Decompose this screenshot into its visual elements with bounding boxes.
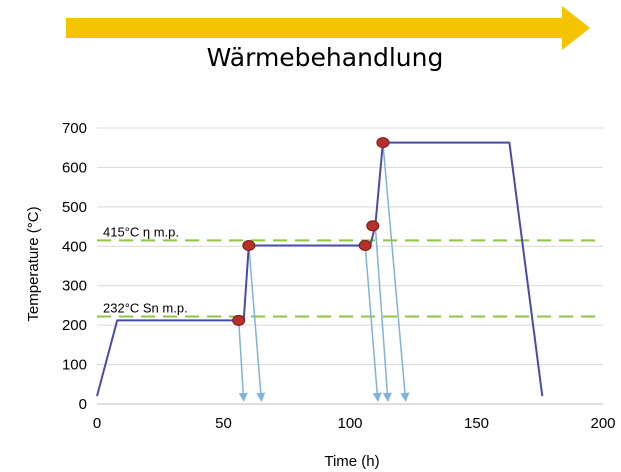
- reference-line-label: 415°C η m.p.: [103, 224, 179, 239]
- quench-arrows: [237, 142, 410, 402]
- x-tick-label: 200: [590, 415, 615, 432]
- data-markers: [232, 137, 390, 326]
- quench-arrow: [364, 245, 382, 402]
- y-tick-label: 200: [62, 317, 87, 334]
- sample-marker: [242, 239, 256, 251]
- y-tick-label: 0: [79, 396, 87, 413]
- banner-label: Wärmebehandlung: [207, 43, 444, 72]
- sample-marker: [358, 239, 372, 251]
- tick-labels: 0 100 200 300 400 500 600 700 0 50 100 150 200: [62, 120, 616, 432]
- y-tick-label: 600: [62, 159, 87, 176]
- x-tick-label: 50: [215, 415, 232, 432]
- quench-arrow: [237, 320, 248, 402]
- banner-arrow-shaft: [66, 18, 574, 38]
- temperature-profile-line: [96, 141, 544, 397]
- sample-marker: [376, 137, 390, 149]
- sample-marker: [232, 314, 246, 326]
- y-tick-label: 100: [62, 357, 87, 374]
- x-tick-label: 100: [337, 415, 362, 432]
- x-axis-title: Time (h): [324, 453, 379, 470]
- y-tick-label: 500: [62, 199, 87, 216]
- quench-arrow: [248, 245, 266, 402]
- y-axis-title: Temperature (°C): [25, 206, 42, 321]
- y-tick-label: 300: [62, 278, 87, 295]
- series-lines: [96, 141, 544, 397]
- quench-arrow: [374, 225, 392, 402]
- gridlines: [97, 127, 603, 405]
- reference-lines: 415°C η m.p. 232°C Sn m.p.: [97, 224, 603, 318]
- sample-marker: [366, 220, 380, 232]
- x-tick-label: 150: [464, 415, 489, 432]
- reference-line-label: 232°C Sn m.p.: [103, 300, 188, 315]
- x-tick-label: 0: [93, 415, 101, 432]
- y-tick-label: 400: [62, 238, 87, 255]
- banner-arrow-head: [562, 6, 590, 50]
- process-banner: Wärmebehandlung: [66, 6, 590, 72]
- y-tick-label: 700: [62, 120, 87, 137]
- quench-arrow: [382, 142, 410, 402]
